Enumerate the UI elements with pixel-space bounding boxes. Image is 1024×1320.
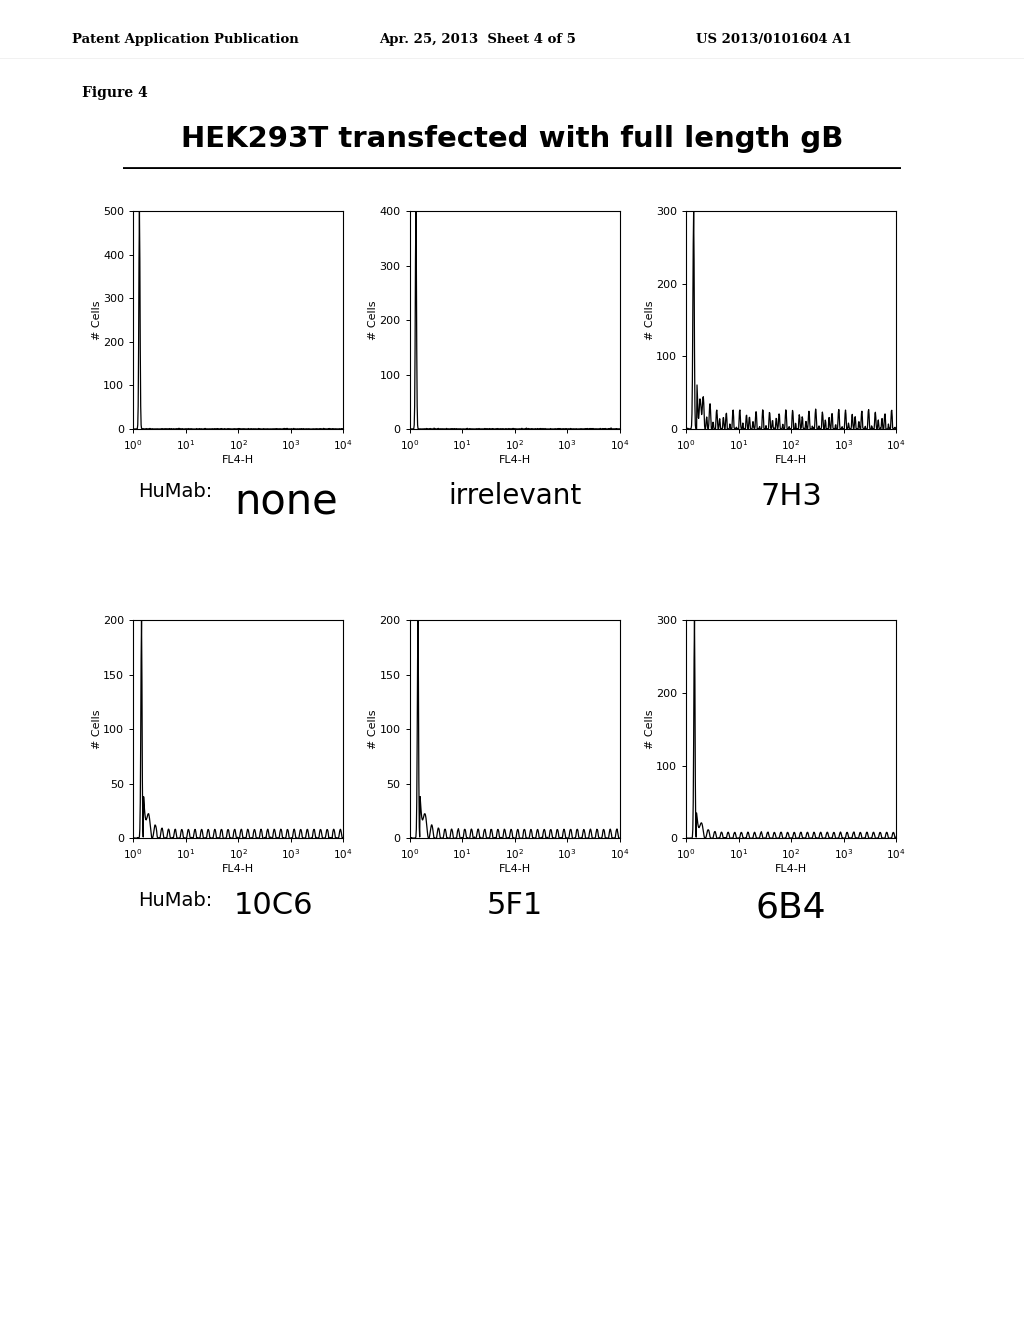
X-axis label: FL4-H: FL4-H xyxy=(499,863,530,874)
Text: 5F1: 5F1 xyxy=(486,891,543,920)
X-axis label: FL4-H: FL4-H xyxy=(775,863,807,874)
Y-axis label: # Cells: # Cells xyxy=(644,301,654,339)
Text: HuMab:: HuMab: xyxy=(138,482,213,500)
Text: HuMab:: HuMab: xyxy=(138,891,213,909)
Y-axis label: # Cells: # Cells xyxy=(91,301,101,339)
Y-axis label: # Cells: # Cells xyxy=(368,710,378,748)
X-axis label: FL4-H: FL4-H xyxy=(775,454,807,465)
X-axis label: FL4-H: FL4-H xyxy=(499,454,530,465)
Text: US 2013/0101604 A1: US 2013/0101604 A1 xyxy=(696,33,852,46)
Text: 6B4: 6B4 xyxy=(756,891,826,925)
Text: 7H3: 7H3 xyxy=(760,482,822,511)
Text: HEK293T transfected with full length gB: HEK293T transfected with full length gB xyxy=(181,125,843,153)
Y-axis label: # Cells: # Cells xyxy=(91,710,101,748)
X-axis label: FL4-H: FL4-H xyxy=(222,863,254,874)
Text: Patent Application Publication: Patent Application Publication xyxy=(72,33,298,46)
Text: irrelevant: irrelevant xyxy=(447,482,582,510)
Y-axis label: # Cells: # Cells xyxy=(368,301,378,339)
Text: none: none xyxy=(233,482,338,524)
Text: Apr. 25, 2013  Sheet 4 of 5: Apr. 25, 2013 Sheet 4 of 5 xyxy=(379,33,575,46)
Text: 10C6: 10C6 xyxy=(233,891,313,920)
Text: Figure 4: Figure 4 xyxy=(82,86,147,100)
Y-axis label: # Cells: # Cells xyxy=(644,710,654,748)
X-axis label: FL4-H: FL4-H xyxy=(222,454,254,465)
